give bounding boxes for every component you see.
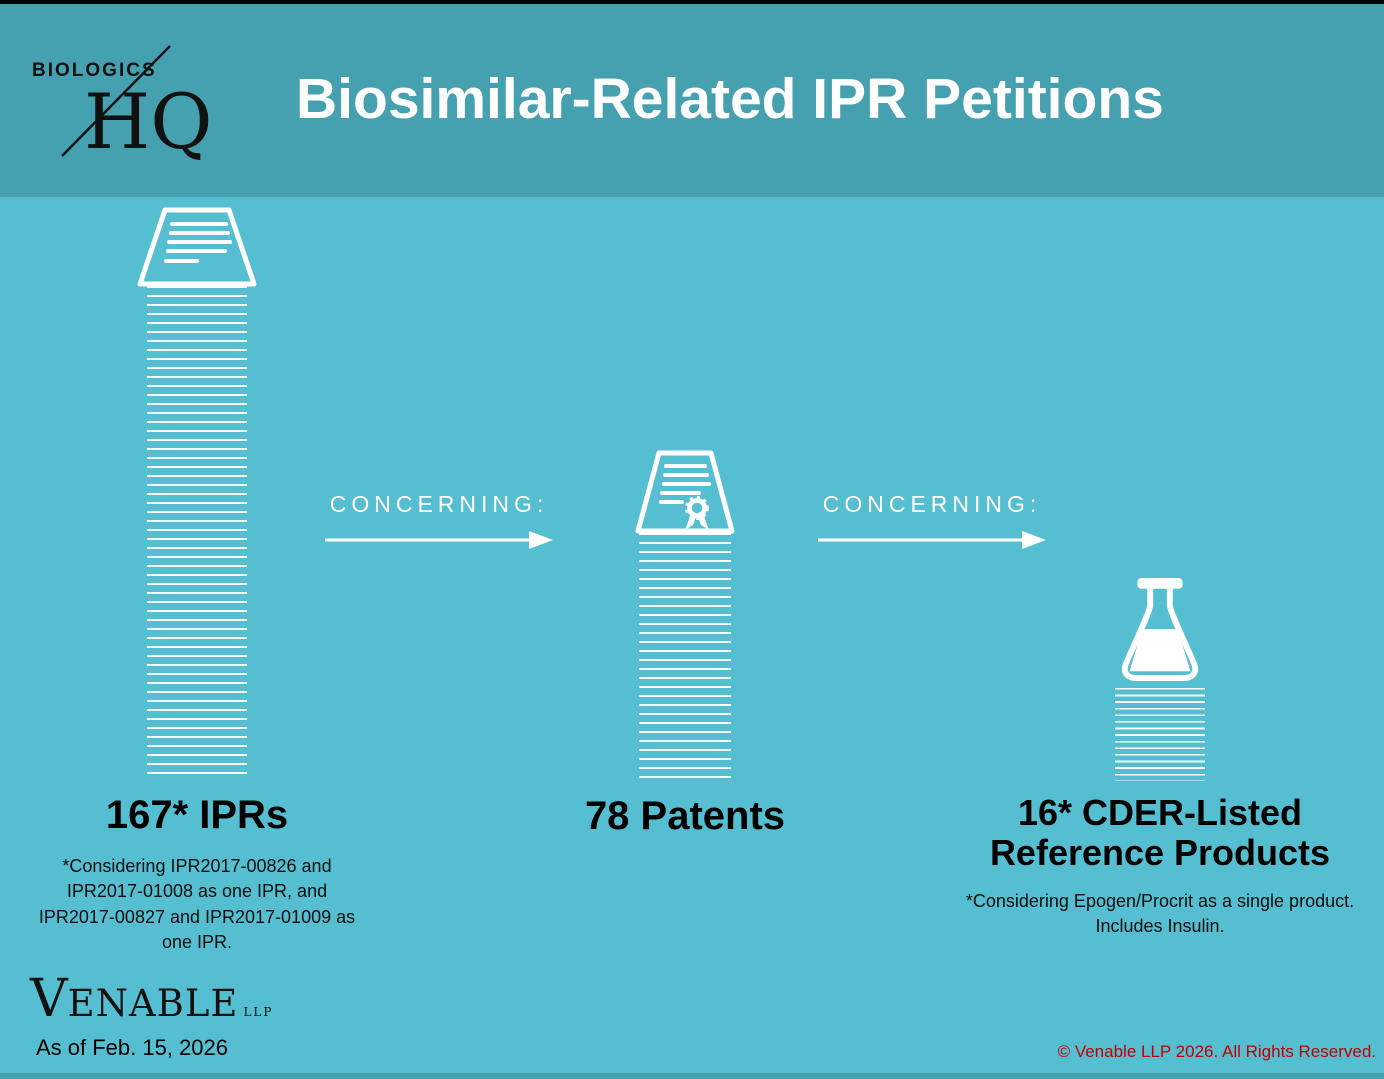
venable-logo-initial: V xyxy=(30,969,68,1029)
column-iprs: 167* IPRs *Considering IPR2017-00826 and… xyxy=(32,207,362,956)
concerning-label-1: CONCERNING: xyxy=(329,491,549,517)
products-footnote: *Considering Epogen/Procrit as a single … xyxy=(965,890,1355,937)
arrow-right-icon xyxy=(818,531,1046,549)
column-reference-products: 16* CDER-Listed Reference Products *Cons… xyxy=(950,578,1370,940)
arrow-right-icon xyxy=(325,531,553,549)
venable-logo-rest: ENABLE xyxy=(67,982,239,1025)
patent-certificate-icon xyxy=(635,450,735,534)
top-black-strip xyxy=(0,0,1384,4)
venable-logo-llp: LLP xyxy=(243,1005,274,1019)
iprs-footnote: *Considering IPR2017-00826 and IPR2017-0… xyxy=(38,855,356,953)
iprs-count-label: 167* IPRs xyxy=(105,793,289,837)
bottom-teal-strip xyxy=(0,1073,1384,1079)
column-patents: 78 Patents xyxy=(520,450,850,839)
connector-iprs-to-patents: CONCERNING: xyxy=(323,491,555,550)
ipr-paper-stack xyxy=(147,286,247,779)
logo-slash xyxy=(61,45,171,157)
seal-ribbon xyxy=(685,496,709,530)
products-count-label: 16* CDER-Listed Reference Products xyxy=(989,792,1331,874)
logo-biologics-text: BIOLOGICS xyxy=(32,60,157,81)
main-canvas: 167* IPRs *Considering IPR2017-00826 and… xyxy=(0,197,1384,1073)
copyright-notice: © Venable LLP 2026. All Rights Reserved. xyxy=(1057,1042,1376,1061)
page-title: Biosimilar-Related IPR Petitions xyxy=(296,67,1164,131)
patent-paper-stack xyxy=(639,533,731,780)
flask-icon xyxy=(1121,578,1199,682)
connector-patents-to-products: CONCERNING: xyxy=(816,491,1048,550)
venable-logo: VENABLE LLP xyxy=(30,969,273,1029)
document-stack-icon xyxy=(137,207,257,287)
as-of-date: As of Feb. 15, 2026 xyxy=(36,1035,229,1060)
biologicshq-logo: BIOLOGICS HQ xyxy=(32,45,213,166)
concerning-label-2: CONCERNING: xyxy=(822,491,1042,517)
patents-count-label: 78 Patents xyxy=(584,794,786,838)
logo-hq-text: HQ xyxy=(84,77,213,166)
products-paper-stack xyxy=(1115,688,1205,781)
header-band: BIOLOGICS HQ Biosimilar-Related IPR Peti… xyxy=(0,4,1384,197)
